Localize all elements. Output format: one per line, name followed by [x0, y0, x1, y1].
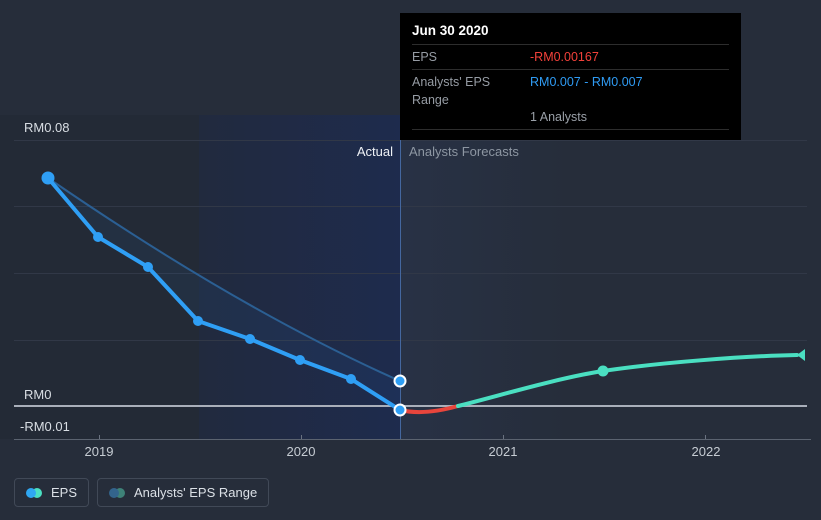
eps-point [41, 171, 55, 185]
analyst-range-point[interactable] [393, 374, 407, 388]
eps-point [143, 262, 153, 272]
eps-point [93, 232, 103, 242]
forecast-negative-line [398, 404, 460, 414]
x-axis-tick [99, 435, 100, 439]
x-axis-label: 2022 [691, 444, 721, 459]
gridline [14, 140, 807, 141]
tooltip: Jun 30 2020 EPS -RM0.00167 Analysts' EPS… [400, 13, 741, 140]
eps-point [245, 334, 255, 344]
eps-point [193, 316, 203, 326]
forecast-point [597, 365, 609, 377]
x-axis-label: 2021 [488, 444, 518, 459]
tooltip-range-label: Analysts' EPS Range [412, 75, 491, 107]
gridline [14, 206, 807, 207]
tooltip-analysts-count: 1 Analysts [530, 110, 587, 124]
tooltip-eps-label: EPS [412, 50, 438, 64]
eps-series-icon [26, 487, 42, 498]
eps-trend-band-fill [48, 178, 400, 410]
x-axis-label: 2020 [286, 444, 316, 459]
tooltip-divider [412, 69, 729, 70]
x-axis-tick [705, 435, 706, 439]
plot-actual-region [0, 115, 199, 439]
x-axis-tick [301, 435, 302, 439]
y-axis-label: RM0 [24, 387, 52, 402]
x-axis-line [14, 439, 811, 440]
y-axis-label: -RM0.01 [20, 419, 70, 434]
legend-analysts-range-button[interactable]: Analysts' EPS Range [97, 478, 270, 507]
tooltip-divider [412, 44, 729, 45]
forecast-positive-line [456, 353, 799, 408]
legend-analysts-range-label: Analysts' EPS Range [134, 485, 258, 500]
x-axis-label: 2019 [84, 444, 114, 459]
tooltip-divider [412, 129, 729, 130]
gridline [14, 340, 807, 341]
legend-eps-button[interactable]: EPS [14, 478, 90, 507]
eps-actual-line [46, 176, 402, 412]
eps-point [295, 355, 305, 365]
y-axis-label: RM0.08 [24, 120, 70, 135]
plot-highlight-band [199, 115, 400, 439]
gridline [14, 273, 807, 274]
eps-trend-line [47, 177, 401, 382]
forecast-end-arrow-icon [797, 349, 805, 361]
legend-eps-label: EPS [51, 485, 78, 500]
tooltip-range-value: RM0.007 - RM0.007 [530, 75, 643, 89]
zero-line [14, 405, 807, 407]
analysts-forecasts-label: Analysts Forecasts [409, 144, 519, 159]
x-axis-tick [503, 435, 504, 439]
eps-point [346, 374, 356, 384]
eps-today-point[interactable] [393, 403, 407, 417]
tooltip-date: Jun 30 2020 [412, 23, 489, 38]
analysts-range-series-icon [109, 487, 126, 498]
today-divider-line [400, 115, 401, 439]
actual-label: Actual [356, 144, 393, 159]
legend: EPS Analysts' EPS Range [14, 478, 270, 507]
tooltip-eps-value: -RM0.00167 [530, 50, 599, 64]
